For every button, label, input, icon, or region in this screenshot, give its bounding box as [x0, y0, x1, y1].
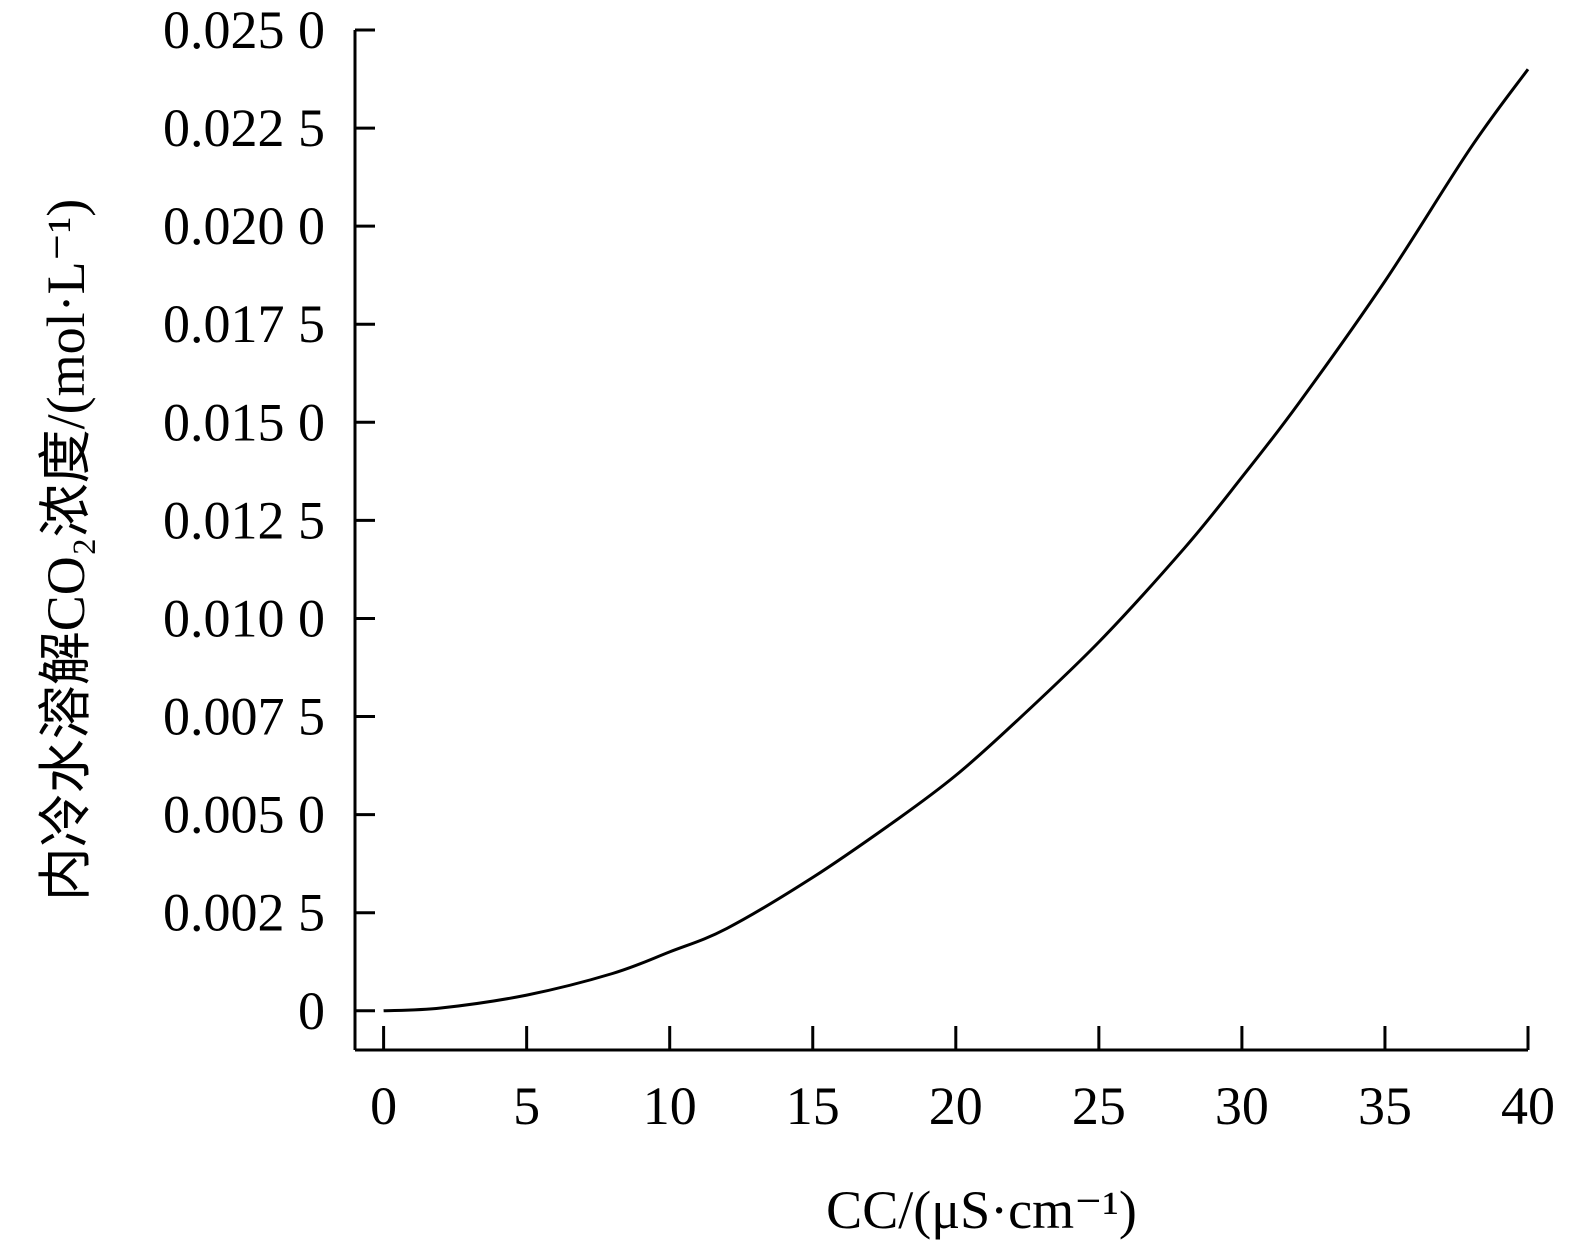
axes — [353, 30, 1528, 1052]
x-tick-label: 25 — [1072, 1076, 1126, 1136]
x-tick-label: 30 — [1215, 1076, 1269, 1136]
x-axis-ticks: 0 5 10 15 20 25 30 35 40 — [370, 1026, 1555, 1136]
x-tick-label: 35 — [1358, 1076, 1412, 1136]
y-tick-label: 0.022 5 — [163, 98, 325, 158]
plot-area — [383, 68, 1530, 1013]
x-tick-label: 5 — [513, 1076, 540, 1136]
x-axis-title: CC/(μS·cm⁻¹) — [826, 1180, 1137, 1240]
y-tick-label: 0.025 0 — [163, 0, 325, 60]
y-tick-label: 0.010 0 — [163, 588, 325, 648]
y-tick-label: 0 — [298, 981, 325, 1041]
y-axis-title: 内冷水溶解CO₂浓度/(mol·L⁻¹) — [36, 199, 96, 901]
x-tick-label: 10 — [643, 1076, 697, 1136]
x-tick-label: 15 — [786, 1076, 840, 1136]
x-tick-label: 40 — [1501, 1076, 1555, 1136]
y-tick-label: 0.007 5 — [163, 687, 325, 747]
y-axis-ticks: 0 0.002 5 0.005 0 0.007 5 0.010 0 0.012 5 0.01… — [163, 0, 375, 1041]
y-tick-label: 0.017 5 — [163, 294, 325, 354]
x-tick-label: 20 — [929, 1076, 983, 1136]
series-line — [383, 68, 1530, 1013]
y-tick-label: 0.005 0 — [163, 785, 325, 845]
y-tick-label: 0.012 5 — [163, 490, 325, 550]
y-tick-label: 0.002 5 — [163, 883, 325, 943]
x-tick-label: 0 — [370, 1076, 397, 1136]
y-tick-label: 0.015 0 — [163, 392, 325, 452]
y-tick-label: 0.020 0 — [163, 196, 325, 256]
